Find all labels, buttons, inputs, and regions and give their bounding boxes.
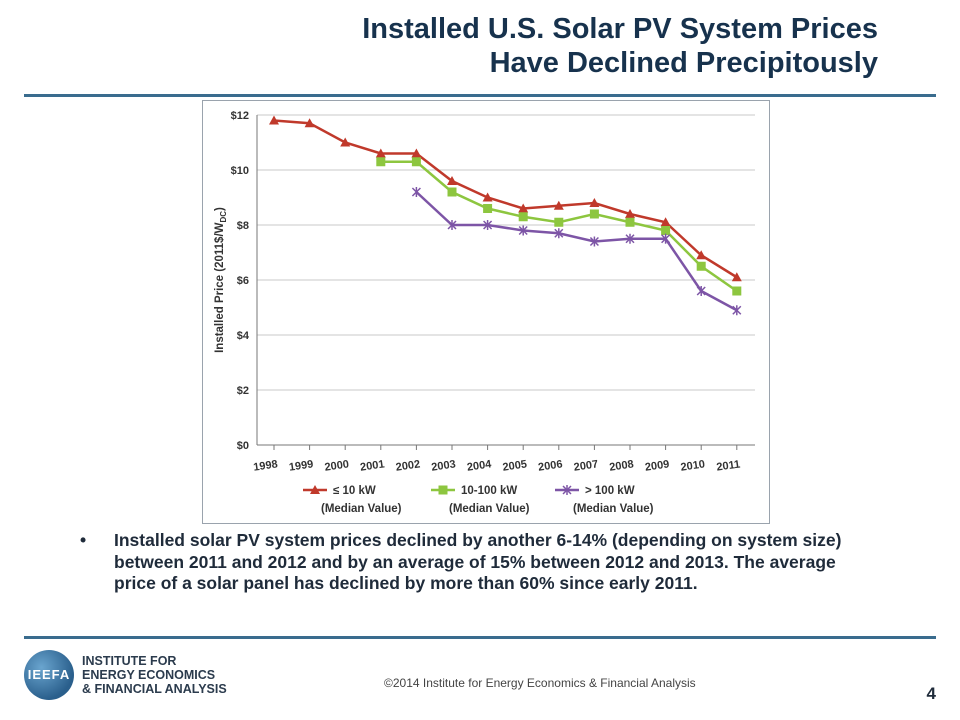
x-tick-label: 2001 [359,458,385,473]
logo-mark: IEEFA [27,667,71,682]
y-tick-label: $12 [231,110,249,122]
data-point-1 [518,212,528,222]
bullet-point: • Installed solar PV system prices decli… [80,530,858,595]
data-point-0 [340,137,351,147]
data-point-1 [696,261,706,271]
data-point-2 [447,220,457,230]
data-point-2 [554,228,564,239]
data-point-2 [589,236,599,247]
y-tick-label: $6 [237,275,249,287]
data-point-1 [376,157,386,167]
data-point-0 [375,148,386,158]
title-line-2: Have Declined Precipitously [489,47,878,79]
price-line-chart: $12 $10 $8 $6 $4 $2 $0 1998 1999 2000 2001 2002 2003… [214,110,755,515]
logo-wordmark: INSTITUTE FOR ENERGY ECONOMICS & FINANCI… [82,654,227,696]
legend-label-0: ≤ 10 kW [333,485,376,497]
x-tick-label: 2011 [716,458,741,473]
bullet-marker: • [80,530,87,550]
data-point-1 [589,209,599,219]
legend-note-0: (Median Value) [321,503,402,515]
x-tick-label: 2008 [609,458,635,473]
logo-line-3: & FINANCIAL ANALYSIS [82,682,227,696]
data-point-1 [661,226,671,235]
x-tick-label: 2010 [680,458,706,473]
data-point-0 [411,148,422,158]
chart-frame: $12 $10 $8 $6 $4 $2 $0 1998 1999 2000 2001 2002 2003… [202,100,770,524]
copyright-footer: ©2014 Institute for Energy Economics & F… [384,676,696,690]
legend-marker-1 [438,485,448,495]
x-tick-label: 2002 [395,458,421,473]
data-point-2 [518,225,528,236]
data-point-1 [732,286,742,296]
x-tick-label: 2004 [466,458,493,473]
data-point-1 [411,157,421,167]
x-tick-label: 2009 [644,458,670,473]
title-line-1: Installed U.S. Solar PV System Prices [362,13,878,45]
logo-line-2: ENERGY ECONOMICS [82,668,216,682]
data-point-0 [553,200,564,210]
x-tick-label: 2000 [324,458,350,473]
x-tick-label: 2006 [537,458,563,473]
x-tick-label: 2005 [502,458,528,473]
data-point-0 [589,198,600,207]
y-tick-label: $10 [231,165,249,177]
data-point-0 [482,192,493,202]
y-tick-label: $8 [237,220,249,232]
x-tick-label: 1999 [288,458,314,473]
data-point-0 [518,203,529,213]
data-point-2 [411,187,421,197]
data-point-0 [447,176,457,185]
legend-marker-2 [562,485,572,495]
data-point-1 [554,217,564,227]
x-tick-label: 1998 [253,458,279,473]
top-divider [24,94,936,97]
data-point-2 [483,220,493,230]
data-point-2 [732,305,742,316]
data-point-2 [661,233,671,244]
legend-label-2: > 100 kW [585,485,635,497]
y-tick-label: $2 [237,385,249,397]
data-point-0 [304,118,315,128]
page-number: 4 [926,684,936,703]
legend-note-2: (Median Value) [573,503,654,515]
series-line-0 [273,119,738,279]
x-tick-label: 2007 [573,458,599,473]
legend-marker-0 [310,485,320,494]
logo-globe-icon [24,650,74,700]
slide-title: Installed U.S. Solar PV System Prices Ha… [362,12,878,80]
data-point-1 [447,187,457,197]
ieefa-logo: IEEFA INSTITUTE FOR ENERGY ECONOMICS & F… [24,646,234,704]
y-tick-label: $0 [237,440,249,452]
data-point-0 [660,217,671,227]
data-point-1 [625,217,635,227]
legend-note-1: (Median Value) [449,503,530,515]
data-point-0 [269,115,279,125]
data-point-2 [696,286,706,296]
logo-line-1: INSTITUTE FOR [82,654,177,668]
y-axis-title: Installed Price (2011$/WDC) [214,207,228,353]
legend-label-1: 10-100 kW [461,485,517,497]
y-tick-label: $4 [237,330,250,342]
data-point-0 [696,250,707,260]
data-point-0 [731,272,742,282]
series-line-2 [415,191,738,312]
data-point-0 [625,209,635,218]
data-point-2 [625,233,635,244]
bottom-divider [24,636,936,639]
x-tick-label: 2003 [431,458,457,473]
bullet-text: Installed solar PV system prices decline… [114,530,842,593]
data-point-1 [483,204,493,213]
